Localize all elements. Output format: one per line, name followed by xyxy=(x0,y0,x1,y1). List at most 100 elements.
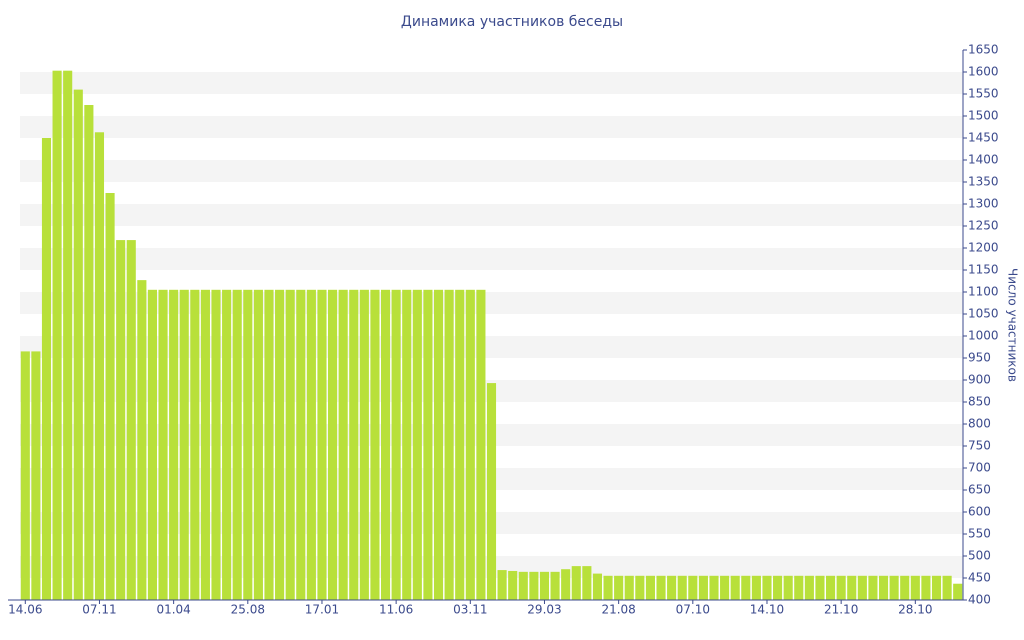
bar xyxy=(614,575,624,600)
y-tick-label: 600 xyxy=(968,505,991,519)
bar xyxy=(486,383,497,600)
bar xyxy=(730,575,740,600)
y-axis-label: Число участников xyxy=(1006,268,1020,382)
bar xyxy=(116,240,126,600)
bar xyxy=(550,571,560,600)
grid-band xyxy=(20,204,963,226)
y-tick-label: 400 xyxy=(968,593,991,607)
bar xyxy=(539,571,550,600)
bar xyxy=(624,575,634,600)
y-tick-label: 1300 xyxy=(968,197,999,211)
bar xyxy=(306,289,316,600)
bar xyxy=(910,575,920,600)
y-tick-label: 1050 xyxy=(968,307,999,321)
bar xyxy=(359,289,369,600)
bar xyxy=(921,575,931,600)
bar xyxy=(804,575,814,600)
bar xyxy=(423,289,433,600)
x-tick-label: 29.03 xyxy=(527,603,561,617)
bar xyxy=(94,132,105,600)
bar xyxy=(900,575,910,600)
y-tick-label: 1400 xyxy=(968,153,999,167)
bar xyxy=(253,289,263,600)
x-tick-label: 14.10 xyxy=(750,603,784,617)
chart-title: Динамика участников беседы xyxy=(401,14,623,30)
bar xyxy=(794,575,804,600)
bar xyxy=(815,575,825,600)
bar xyxy=(582,566,592,600)
bar xyxy=(20,351,30,600)
x-tick-label: 07.10 xyxy=(676,603,710,617)
bar xyxy=(338,289,348,600)
x-tick-label: 11.06 xyxy=(379,603,413,617)
bar xyxy=(455,289,465,600)
bar xyxy=(73,89,83,600)
bar xyxy=(571,566,581,600)
bar xyxy=(476,289,486,600)
bar xyxy=(41,138,52,600)
y-tick-label: 1200 xyxy=(968,241,999,255)
bar xyxy=(275,289,285,600)
bar xyxy=(561,569,571,600)
bar xyxy=(328,289,338,600)
y-tick-label: 500 xyxy=(968,549,991,563)
bar xyxy=(465,289,475,600)
y-tick-label: 550 xyxy=(968,527,991,541)
y-tick-label: 950 xyxy=(968,351,991,365)
bar xyxy=(179,289,189,600)
bar xyxy=(222,289,232,600)
y-tick-label: 800 xyxy=(968,417,991,431)
y-tick-label: 900 xyxy=(968,373,991,387)
bar xyxy=(677,575,687,600)
bar xyxy=(635,575,645,600)
y-tick-label: 1150 xyxy=(968,263,999,277)
bar xyxy=(52,70,62,601)
bar xyxy=(137,280,147,600)
y-tick-label: 1500 xyxy=(968,109,999,123)
bar xyxy=(931,575,942,600)
bar xyxy=(349,289,359,600)
bar xyxy=(603,575,613,600)
bar xyxy=(402,289,412,600)
x-tick-label: 01.04 xyxy=(156,603,190,617)
bar xyxy=(857,575,867,600)
bar xyxy=(84,105,94,600)
x-tick-label: 17.01 xyxy=(305,603,339,617)
bar xyxy=(645,575,655,600)
bar xyxy=(688,575,698,600)
bar xyxy=(126,240,136,600)
grid-band xyxy=(20,116,963,138)
bar xyxy=(508,570,518,600)
bar xyxy=(592,573,603,600)
bar xyxy=(444,289,454,600)
bar xyxy=(264,289,274,600)
y-tick-label: 750 xyxy=(968,439,991,453)
y-tick-label: 1600 xyxy=(968,65,999,79)
bar xyxy=(656,575,666,600)
y-tick-label: 1100 xyxy=(968,285,999,299)
bar xyxy=(529,571,539,600)
bar xyxy=(200,289,210,600)
bar xyxy=(518,571,528,600)
y-tick-label: 1350 xyxy=(968,175,999,189)
bar xyxy=(878,575,889,600)
y-tick-label: 1650 xyxy=(968,43,999,57)
y-tick-label: 1450 xyxy=(968,131,999,145)
y-tick-label: 700 xyxy=(968,461,991,475)
bar xyxy=(868,575,878,600)
bar xyxy=(147,289,157,600)
x-tick-label: 03.11 xyxy=(453,603,487,617)
bar xyxy=(783,575,793,600)
bar xyxy=(953,583,963,600)
y-tick-label: 650 xyxy=(968,483,991,497)
bar xyxy=(667,575,677,600)
bar xyxy=(370,289,380,600)
y-tick-label: 1000 xyxy=(968,329,999,343)
x-tick-label: 25.08 xyxy=(231,603,265,617)
y-tick-label: 850 xyxy=(968,395,991,409)
grid-band xyxy=(20,248,963,270)
bar xyxy=(232,289,242,600)
bar xyxy=(105,193,115,600)
bar xyxy=(317,289,327,600)
grid-band xyxy=(20,72,963,94)
